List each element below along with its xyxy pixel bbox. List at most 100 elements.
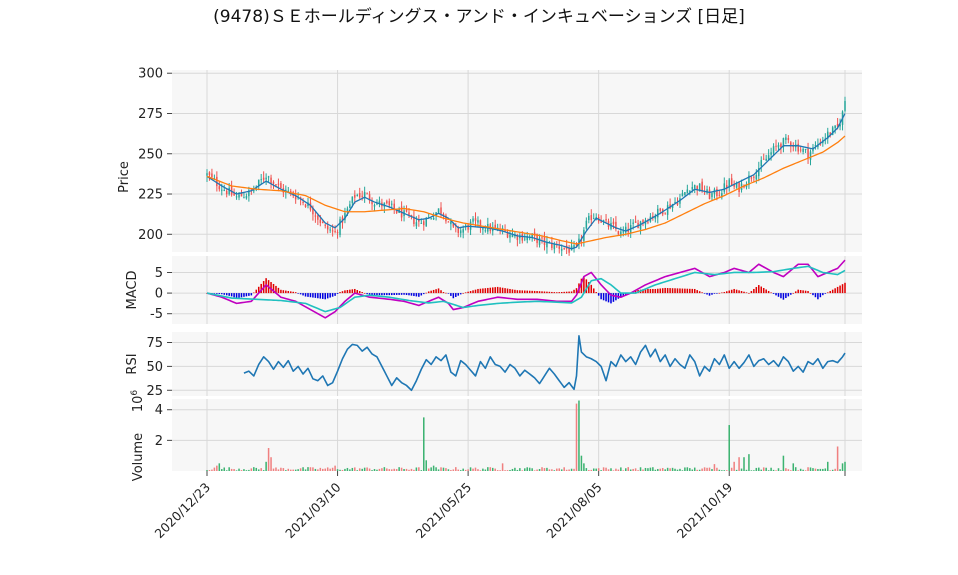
volume-bar <box>546 467 548 471</box>
y-tick-label-rsi: 75 <box>146 336 163 351</box>
volume-bar <box>575 403 578 471</box>
volume-bar <box>418 467 420 471</box>
volume-bar <box>612 470 615 471</box>
candle-body <box>413 216 415 225</box>
volume-bar <box>398 467 400 471</box>
macd-hist-bar <box>620 293 622 298</box>
volume-bar <box>807 467 809 471</box>
volume-bar <box>600 470 602 471</box>
macd-hist-bar <box>223 293 226 295</box>
volume-bar <box>659 468 662 471</box>
volume-bar <box>627 467 629 471</box>
volume-bar <box>524 468 526 471</box>
macd-hist-bar <box>395 293 398 295</box>
volume-bar <box>652 467 654 471</box>
macd-hist-bar <box>721 292 723 294</box>
macd-hist-bar <box>238 293 240 298</box>
candle-body <box>639 221 642 230</box>
candle-body <box>349 204 351 208</box>
candle-body <box>622 231 625 233</box>
candle-body <box>605 219 607 221</box>
volume-bar <box>713 464 716 471</box>
macd-hist-bar <box>536 291 538 294</box>
macd-hist-bar <box>400 293 403 295</box>
macd-hist-bar <box>669 288 671 294</box>
volume-bar <box>701 468 703 471</box>
macd-hist-bar <box>570 291 573 294</box>
macd-hist-bar <box>257 286 260 294</box>
volume-bar <box>560 469 563 471</box>
candle-body <box>440 207 442 214</box>
macd-hist-bar <box>376 293 378 296</box>
macd-hist-bar <box>745 292 748 294</box>
macd-hist-bar <box>533 290 536 294</box>
volume-bar <box>822 468 824 471</box>
macd-hist-bar <box>730 289 733 294</box>
candle-body <box>238 194 240 198</box>
candle-body <box>314 215 317 217</box>
volume-bar <box>413 469 415 471</box>
candle-body <box>829 132 831 136</box>
y-tick-label-rsi: 50 <box>146 360 163 375</box>
candle-body <box>588 215 590 221</box>
volume-panel <box>206 400 846 471</box>
volume-bar <box>410 468 413 471</box>
volume-bar <box>452 469 455 471</box>
candle-body <box>573 245 575 248</box>
candle-body <box>482 228 484 230</box>
macd-hist-bar <box>634 290 637 294</box>
macd-panel <box>206 259 846 319</box>
candle-body <box>511 233 514 238</box>
macd-hist-bar <box>317 293 319 299</box>
candle-body <box>472 218 474 222</box>
macd-line <box>206 259 846 319</box>
macd-hist-bar <box>455 293 457 297</box>
volume-bar <box>728 425 730 471</box>
macd-hist-bar <box>676 288 679 294</box>
volume-bar <box>260 468 262 471</box>
macd-hist-bar <box>829 291 831 294</box>
volume-bar <box>782 455 785 471</box>
volume-exp: 6 <box>130 390 140 396</box>
volume-bar <box>501 463 504 471</box>
volume-bar <box>356 470 359 471</box>
volume-bar <box>499 470 501 471</box>
volume-bar <box>403 469 405 471</box>
macd-hist-bar <box>398 293 400 295</box>
volume-bar <box>275 467 277 471</box>
macd-hist-bar <box>556 292 558 294</box>
volume-bar <box>405 468 408 471</box>
macd-hist-bar <box>499 287 501 294</box>
rsi-panel <box>243 335 846 392</box>
candle-body <box>735 183 738 188</box>
macd-hist-bar <box>361 292 363 294</box>
candle-body <box>322 222 324 224</box>
volume-bar <box>265 461 267 471</box>
macd-hist-bar <box>787 293 790 297</box>
macd-hist-bar <box>452 293 455 299</box>
candle-body <box>390 203 393 205</box>
volume-bar <box>272 468 275 471</box>
candle-body <box>516 235 519 241</box>
candle-body <box>546 241 548 248</box>
volume-bar <box>787 469 790 471</box>
volume-bar <box>543 468 546 471</box>
macd-hist-bar <box>541 291 543 294</box>
macd-hist-bar <box>760 286 763 294</box>
candle-body <box>339 219 341 235</box>
macd-hist-bar <box>457 293 460 296</box>
volume-bar <box>472 468 474 471</box>
candle-body <box>218 186 221 190</box>
macd-hist-bar <box>723 292 726 294</box>
volume-bar <box>243 469 245 471</box>
macd-hist-bar <box>684 288 686 294</box>
macd-hist-bar <box>657 288 659 294</box>
candle-body <box>272 181 275 184</box>
candle-body <box>563 247 565 249</box>
volume-bar <box>474 467 477 471</box>
macd-hist-bar <box>511 289 514 294</box>
macd-hist-bar <box>758 285 760 294</box>
volume-bar <box>484 469 487 471</box>
volume-bar <box>336 469 339 471</box>
panel-backgrounds <box>172 70 862 471</box>
